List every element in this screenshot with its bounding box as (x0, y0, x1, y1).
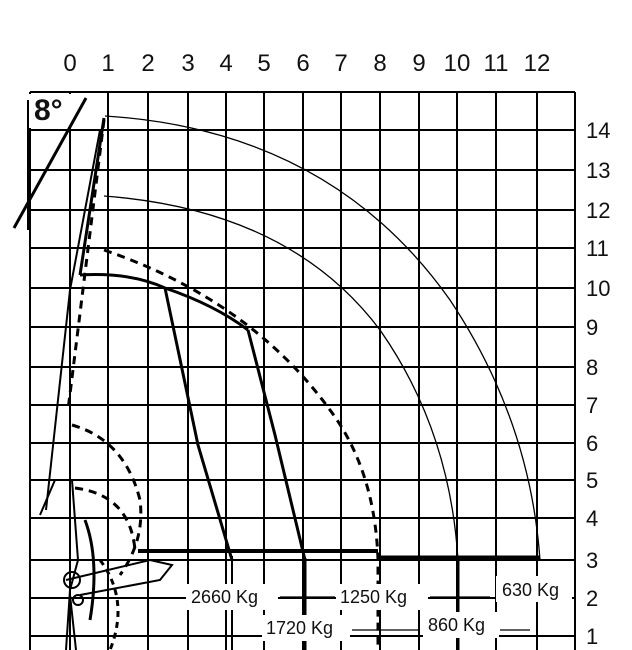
dashed-boom (66, 119, 106, 411)
x-tick-label: 9 (412, 50, 425, 77)
reach-envelope-arcs (103, 115, 541, 561)
curve-1720kg (246, 329, 307, 561)
x-tick-label: 3 (181, 50, 194, 77)
y-axis-ticks: 14 13 12 11 10 9 8 7 6 5 4 3 2 1 (586, 118, 610, 649)
x-tick-label: 7 (334, 50, 347, 77)
y-tick-label: 14 (586, 118, 610, 143)
load-label-860: 860 Kg (428, 615, 485, 635)
x-tick-label: 0 (63, 50, 76, 77)
boom-line-outer (45, 129, 101, 511)
y-tick-label: 1 (586, 624, 598, 649)
dashed-small-arc (74, 486, 137, 551)
crane-cylinder (69, 594, 77, 650)
middle-reach-arc (103, 195, 459, 561)
x-tick-label: 12 (524, 50, 551, 77)
angle-marker: 8° (12, 94, 88, 230)
load-labels: 2660 Kg 1250 Kg 630 Kg 1720 Kg 860 Kg (186, 576, 572, 641)
x-tick-label: 11 (484, 50, 509, 77)
y-tick-label: 5 (586, 468, 598, 493)
load-label-2660: 2660 Kg (191, 587, 258, 607)
crane-column (39, 479, 80, 650)
x-tick-label: 1 (101, 50, 114, 77)
crane-base (39, 479, 174, 650)
x-tick-label: 10 (444, 50, 471, 77)
x-tick-label: 5 (257, 50, 270, 77)
y-tick-label: 11 (586, 236, 609, 261)
envelope-10m (79, 273, 249, 332)
y-tick-label: 3 (586, 548, 598, 573)
crane-small-arc (98, 559, 120, 650)
boom-line (78, 117, 106, 276)
x-tick-label: 2 (141, 50, 154, 77)
crane-arm (65, 558, 174, 596)
x-tick-label: 4 (219, 50, 232, 77)
load-label-1720: 1720 Kg (266, 618, 333, 638)
chart-grid (29, 91, 576, 650)
crane-joint (72, 594, 84, 606)
load-line (138, 549, 540, 650)
x-tick-label: 8 (373, 50, 386, 77)
dashed-curves (66, 119, 380, 650)
y-tick-label: 6 (586, 431, 598, 456)
crane-pivot (63, 571, 81, 589)
angle-line (12, 97, 88, 229)
load-curves (45, 117, 307, 561)
dashed-outer-envelope (103, 248, 380, 650)
y-tick-label: 2 (586, 586, 598, 611)
y-tick-label: 8 (586, 355, 598, 380)
x-axis-ticks: 0 1 2 3 4 5 6 7 8 9 10 11 12 (63, 50, 550, 77)
y-tick-label: 9 (586, 315, 598, 340)
curve-2660kg (163, 287, 234, 561)
y-tick-label: 7 (586, 393, 598, 418)
y-tick-label: 13 (586, 158, 610, 183)
load-label-630: 630 Kg (502, 580, 559, 600)
y-tick-label: 12 (586, 198, 610, 223)
y-tick-label: 10 (586, 276, 610, 301)
y-tick-label: 4 (586, 506, 598, 531)
angle-label: 8° (34, 94, 63, 127)
dashed-inner-envelope (71, 423, 143, 576)
crane-inner-arc (83, 519, 96, 621)
load-label-1250: 1250 Kg (340, 587, 407, 607)
x-tick-label: 6 (296, 50, 309, 77)
outer-reach-arc (104, 115, 541, 561)
